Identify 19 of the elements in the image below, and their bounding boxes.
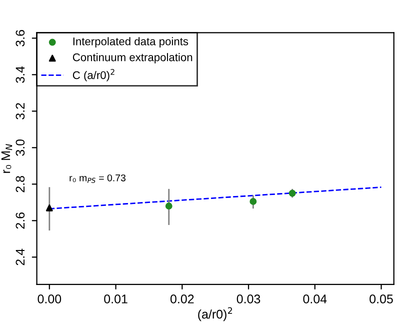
x-tick-label: 0.04 <box>303 294 327 304</box>
y-tick-label: 3.2 <box>16 103 25 120</box>
legend-label: Interpolated data points <box>73 37 188 48</box>
y-tick-label: 2.4 <box>16 248 24 266</box>
y-tick-label: 2.8 <box>16 176 25 192</box>
y-tick-label: 3.6 <box>16 30 25 46</box>
y-tick-label: 3.0 <box>16 139 25 156</box>
x-tick-label: 0.02 <box>170 294 194 304</box>
x-tick-label: 0.03 <box>236 294 260 304</box>
y-axis-title: r₀ M$_{N}$ <box>1 144 12 173</box>
y-tick-label: 3.4 <box>16 66 25 83</box>
x-tick-label: 0.00 <box>38 294 62 304</box>
x-axis-title: (a/r0)$^{2}$ <box>198 307 232 322</box>
x-tick-label: 0.05 <box>370 294 393 304</box>
x-tick-label: 0.01 <box>104 294 128 304</box>
legend-label: Continuum extrapolation <box>72 53 192 64</box>
annotation: r₀ m$_{PS}$ = 0.73 <box>70 174 126 183</box>
y-tick-label: 2.6 <box>16 212 25 229</box>
legend-label: C (a/r0)$^{2}$ <box>72 68 114 82</box>
